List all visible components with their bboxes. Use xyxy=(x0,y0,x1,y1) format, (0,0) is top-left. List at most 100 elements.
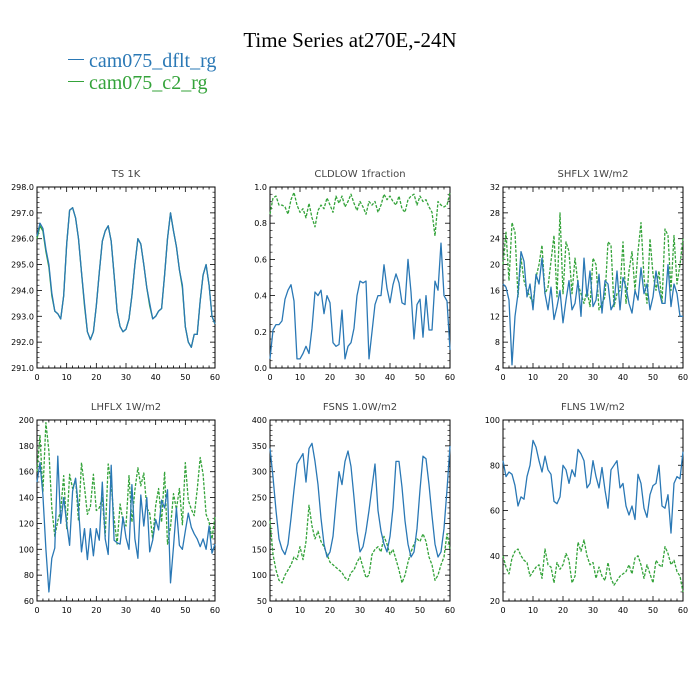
x-tick-label-2: 30 xyxy=(588,373,598,382)
y-tick-label-1: 0.6 xyxy=(254,255,267,264)
y-tick-label-2: 32 xyxy=(490,183,500,192)
y-tick-label-4: 400 xyxy=(252,416,267,425)
y-tick-label-4: 150 xyxy=(252,545,267,554)
series-line-dflt-3 xyxy=(36,455,216,593)
x-tick-label-2: 20 xyxy=(558,373,568,382)
plot-frame-3 xyxy=(36,419,216,602)
series-line-c2-1 xyxy=(269,191,451,237)
x-tick-label-5: 20 xyxy=(558,606,568,615)
y-tick-label-4: 50 xyxy=(257,597,267,606)
chart-title-3: LHFLX 1W/m2 xyxy=(91,402,161,413)
x-tick-label-4: 10 xyxy=(295,606,305,615)
y-tick-label-5: 40 xyxy=(490,552,500,561)
figure-title: Time Series at270E,-24N xyxy=(243,28,457,52)
chart-panel-4: FSNS 1.0W/m2 0 10 20 30 40 50 60 50 100 150 200 250 3… xyxy=(252,402,455,615)
y-tick-label-0: 297.0 xyxy=(11,209,34,218)
y-tick-label-2: 20 xyxy=(490,261,500,270)
y-tick-label-3: 60 xyxy=(24,597,34,606)
legend-entry-c2: cam075_c2_rg xyxy=(68,72,216,94)
y-tick-label-4: 200 xyxy=(252,519,267,528)
y-tick-label-2: 24 xyxy=(490,235,500,244)
chart-title-5: FLNS 1W/m2 xyxy=(561,402,625,413)
chart-panel-5: FLNS 1W/m2 0 10 20 30 40 50 60 20 40 60 80 100 xyxy=(485,402,688,615)
legend-entry-dflt: cam075_dflt_rg xyxy=(68,50,216,72)
y-tick-label-0: 293.0 xyxy=(11,312,34,321)
x-tick-label-5: 40 xyxy=(618,606,628,615)
y-tick-label-3: 140 xyxy=(19,494,34,503)
chart-title-0: TS 1K xyxy=(111,169,141,180)
chart-title-4: FSNS 1.0W/m2 xyxy=(323,402,397,413)
y-tick-label-0: 298.0 xyxy=(11,183,34,192)
x-tick-label-3: 0 xyxy=(34,606,39,615)
x-tick-label-4: 50 xyxy=(415,606,425,615)
x-tick-label-4: 20 xyxy=(325,606,335,615)
x-tick-label-1: 0 xyxy=(267,373,272,382)
legend-swatch-c2 xyxy=(68,80,84,82)
series-line-dflt-4 xyxy=(269,442,451,558)
x-tick-label-0: 20 xyxy=(91,373,101,382)
y-tick-label-3: 80 xyxy=(24,571,34,580)
y-tick-label-5: 60 xyxy=(490,507,500,516)
x-tick-label-1: 60 xyxy=(445,373,455,382)
x-tick-label-3: 60 xyxy=(210,606,220,615)
x-tick-label-5: 0 xyxy=(500,606,505,615)
y-tick-label-3: 100 xyxy=(19,545,34,554)
y-tick-label-0: 294.0 xyxy=(11,286,34,295)
x-tick-label-1: 20 xyxy=(325,373,335,382)
legend-swatch-dflt xyxy=(68,58,84,60)
series-line-c2-3 xyxy=(36,421,216,545)
y-tick-label-3: 120 xyxy=(19,519,34,528)
x-tick-label-5: 30 xyxy=(588,606,598,615)
y-tick-label-4: 250 xyxy=(252,494,267,503)
series-line-dflt-5 xyxy=(502,439,684,534)
y-tick-label-1: 0.4 xyxy=(254,292,267,301)
x-tick-label-0: 50 xyxy=(180,373,190,382)
x-tick-label-3: 40 xyxy=(151,606,161,615)
series-line-dflt-2 xyxy=(502,250,683,366)
y-tick-label-0: 296.0 xyxy=(11,235,34,244)
x-tick-label-5: 10 xyxy=(528,606,538,615)
x-tick-label-5: 50 xyxy=(648,606,658,615)
series-line-dflt-0 xyxy=(36,207,216,348)
y-tick-label-2: 4 xyxy=(495,364,500,373)
x-tick-label-2: 60 xyxy=(678,373,688,382)
y-tick-label-1: 1.0 xyxy=(254,183,267,192)
plot-frame-1 xyxy=(269,186,451,369)
y-tick-label-2: 12 xyxy=(490,312,500,321)
y-tick-label-0: 291.0 xyxy=(11,364,34,373)
y-tick-label-3: 200 xyxy=(19,416,34,425)
y-tick-label-1: 0.8 xyxy=(254,219,267,228)
y-tick-label-3: 180 xyxy=(19,442,34,451)
x-tick-label-1: 40 xyxy=(385,373,395,382)
chart-panel-3: LHFLX 1W/m2 0 10 20 30 40 50 60 60 80 100 120 140 160… xyxy=(19,402,220,615)
x-tick-label-0: 30 xyxy=(121,373,131,382)
chart-title-2: SHFLX 1W/m2 xyxy=(558,169,629,180)
x-tick-label-1: 50 xyxy=(415,373,425,382)
chart-title-1: CLDLOW 1fraction xyxy=(314,169,405,180)
y-tick-label-4: 350 xyxy=(252,442,267,451)
y-tick-label-5: 20 xyxy=(490,597,500,606)
x-tick-label-3: 50 xyxy=(180,606,190,615)
legend: cam075_dflt_rg cam075_c2_rg xyxy=(68,50,216,94)
x-tick-label-0: 0 xyxy=(34,373,39,382)
series-line-c2-4 xyxy=(269,504,451,584)
x-tick-label-5: 60 xyxy=(678,606,688,615)
y-tick-label-5: 100 xyxy=(485,416,500,425)
y-tick-label-2: 28 xyxy=(490,209,500,218)
series-line-dflt-1 xyxy=(269,242,451,360)
x-tick-label-1: 10 xyxy=(295,373,305,382)
y-tick-label-4: 100 xyxy=(252,571,267,580)
x-tick-label-0: 60 xyxy=(210,373,220,382)
x-tick-label-2: 40 xyxy=(618,373,628,382)
x-tick-label-2: 50 xyxy=(648,373,658,382)
y-tick-label-0: 295.0 xyxy=(11,261,34,270)
x-tick-label-4: 30 xyxy=(355,606,365,615)
chart-panel-2: SHFLX 1W/m2 0 10 20 30 40 50 60 4 8 12 16 20 24 28 32 xyxy=(490,169,688,382)
x-tick-label-3: 20 xyxy=(91,606,101,615)
x-tick-label-2: 10 xyxy=(528,373,538,382)
series-line-c2-0 xyxy=(36,207,216,348)
y-tick-label-1: 0.0 xyxy=(254,364,267,373)
legend-label-c2: cam075_c2_rg xyxy=(89,72,208,94)
y-tick-label-2: 8 xyxy=(495,338,500,347)
